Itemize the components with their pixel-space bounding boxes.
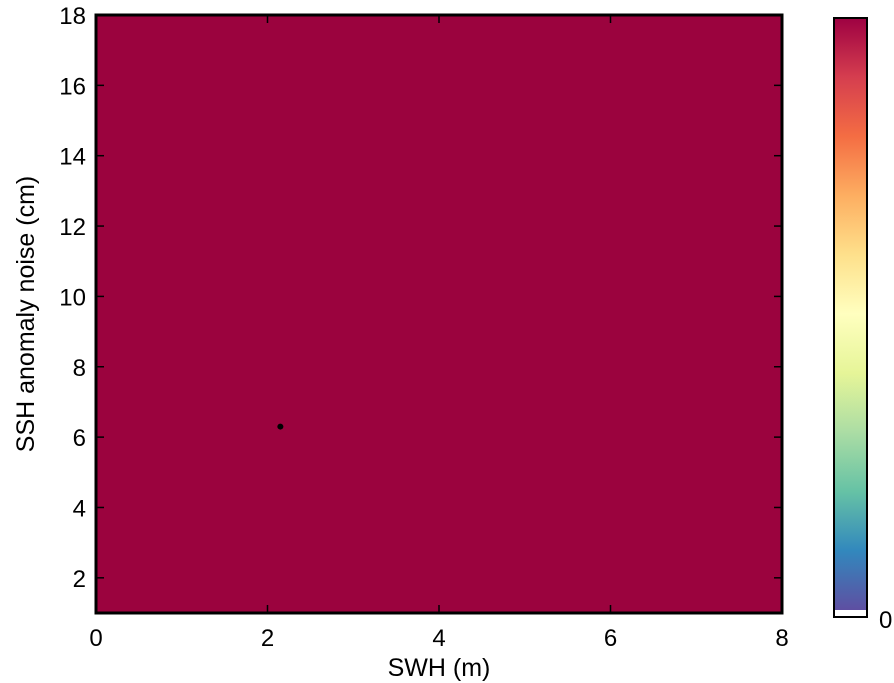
y-tick-label: 2 [73,566,86,593]
x-tick-label: 2 [261,625,274,652]
colorbar-frame [833,17,868,618]
x-tick-label: 8 [775,625,788,652]
x-tick-label: 6 [604,625,617,652]
y-tick-label: 10 [59,284,86,311]
colorbar-tick-label: 0 [879,607,892,634]
y-axis-label: SSH anomaly noise (cm) [12,176,40,452]
marker-point [277,423,284,430]
colorbar-gradient [834,18,867,617]
heatmap-field [96,15,782,613]
y-tick-label: 6 [73,425,86,452]
y-tick-label: 18 [59,3,86,30]
x-tick-label: 4 [432,625,445,652]
y-tick-label: 16 [59,73,86,100]
y-tick-label: 8 [73,355,86,382]
y-tick-label: 4 [73,495,86,522]
y-tick-label: 14 [59,144,86,171]
x-axis-label: SWH (m) [388,654,491,682]
x-tick-label: 0 [89,625,102,652]
y-tick-label: 12 [59,214,86,241]
